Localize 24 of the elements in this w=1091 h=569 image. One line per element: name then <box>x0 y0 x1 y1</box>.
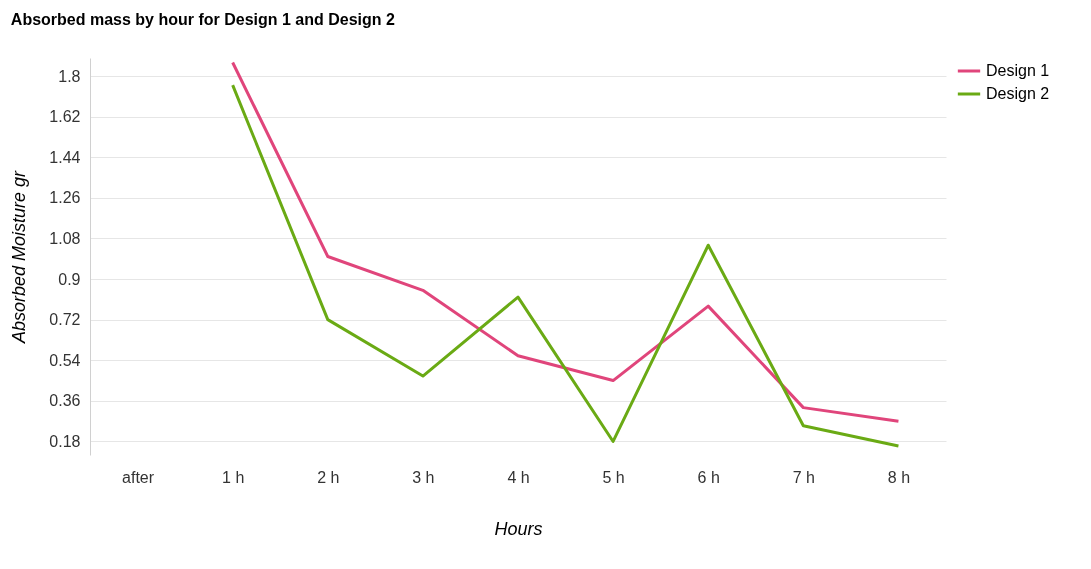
y-tick-label: 0.36 <box>49 392 81 410</box>
y-tick-label: 0.9 <box>58 270 81 288</box>
y-tick-label: 1.44 <box>49 148 81 166</box>
x-tick-label: 8 h <box>887 468 911 486</box>
y-tick-label: 1.26 <box>49 189 81 207</box>
x-tick-label: 7 h <box>792 468 815 486</box>
x-tick-label: after <box>122 468 155 486</box>
y-tick-label: 0.54 <box>49 351 81 369</box>
y-tick-label: 1.8 <box>58 67 81 85</box>
x-tick-label: 4 h <box>507 468 530 486</box>
x-axis-title: Hours <box>494 518 543 539</box>
x-tick-label: 6 h <box>697 468 720 486</box>
y-tick-label: 0.72 <box>49 311 81 329</box>
y-tick-label: 1.08 <box>49 229 81 247</box>
y-tick-label: 0.18 <box>49 432 81 450</box>
x-tick-label: 2 h <box>317 468 340 486</box>
y-tick-label: 1.62 <box>49 108 81 126</box>
x-tick-label: 1 h <box>222 468 245 486</box>
y-axis-title: Absorbed Moisture gr <box>9 169 30 345</box>
legend-label: Design 2 <box>986 85 1050 102</box>
chart-title: Absorbed mass by hour for Design 1 and Design 2 <box>10 11 396 28</box>
x-tick-label: 3 h <box>412 468 435 486</box>
legend-label: Design 1 <box>986 62 1050 79</box>
x-tick-label: 5 h <box>602 468 625 486</box>
